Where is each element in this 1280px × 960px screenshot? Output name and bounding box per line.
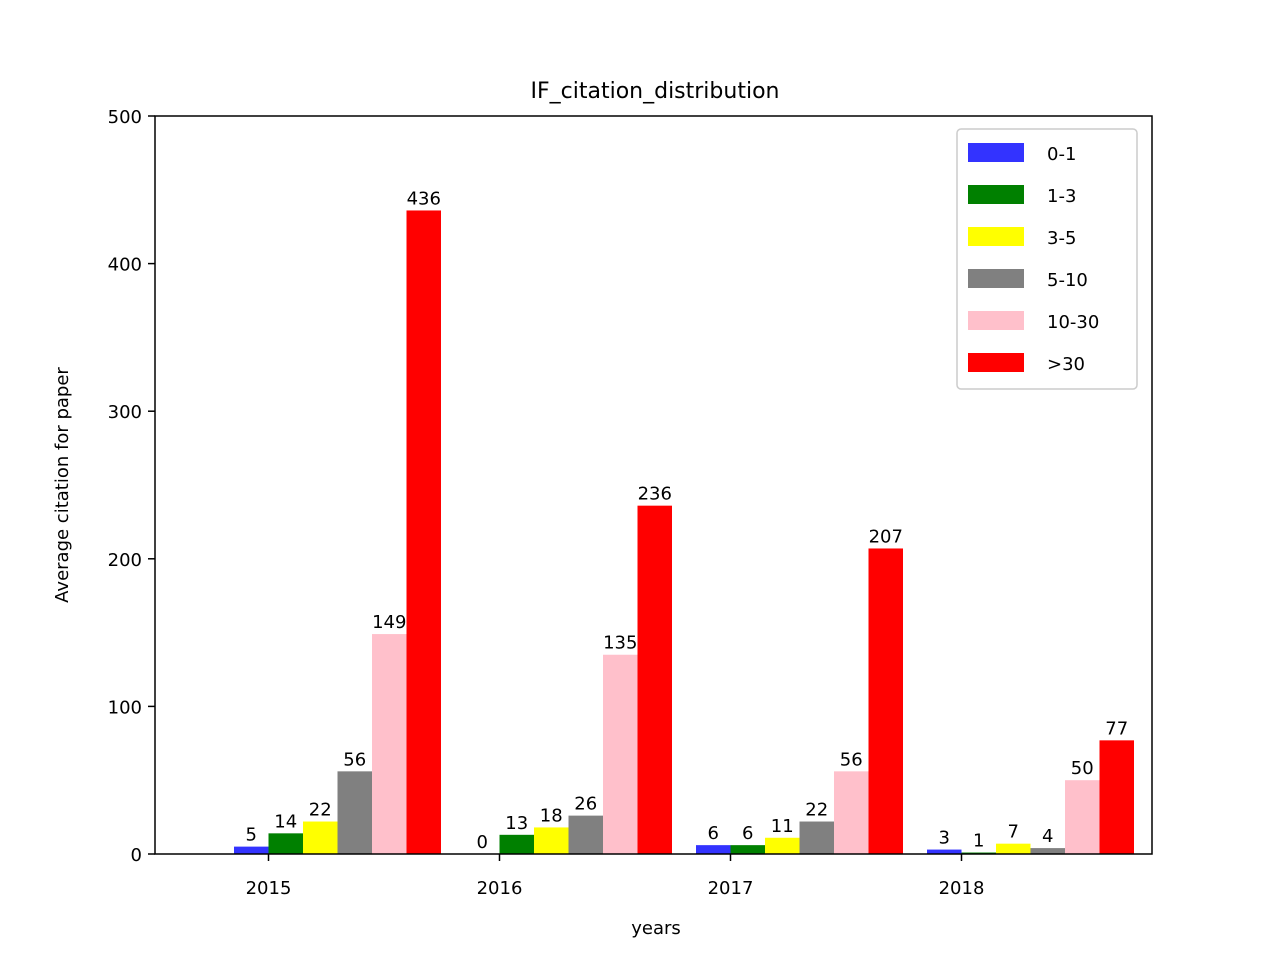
data-label: 22 [309,800,332,821]
data-label: 4 [1042,826,1053,847]
bar-0-1-2017 [696,845,731,854]
bar-5-10-2018 [1031,848,1066,854]
bar-3-5-2017 [765,838,800,854]
bar->30-2015 [407,210,442,854]
legend-swatch [968,143,1024,162]
y-axis-label: Average citation for paper [52,367,73,603]
legend-label: 0-1 [1047,144,1076,165]
bar-3-5-2015 [303,822,338,854]
data-label: 77 [1105,718,1128,739]
bar-10-30-2016 [603,655,638,854]
bar-10-30-2017 [834,771,869,854]
data-label: 236 [638,484,672,505]
bar-0-1-2015 [234,847,269,854]
legend-swatch [968,269,1024,288]
data-label: 6 [742,823,753,844]
data-label: 0 [477,832,488,853]
legend-label: 10-30 [1047,312,1099,333]
data-label: 7 [1008,822,1019,843]
bar-10-30-2015 [372,634,407,854]
y-tick-label: 100 [108,697,142,718]
bar->30-2017 [869,548,904,854]
data-label: 436 [407,188,441,209]
data-label: 26 [574,794,597,815]
bar-3-5-2018 [996,844,1031,854]
x-tick-label: 2017 [708,878,754,899]
bar-5-10-2016 [569,816,604,854]
x-tick-label: 2018 [939,878,985,899]
y-tick-label: 500 [108,107,142,128]
data-label: 50 [1071,758,1094,779]
legend [957,129,1137,389]
data-label: 6 [708,823,719,844]
bar->30-2018 [1100,740,1135,854]
chart-title: IF_citation_distribution [531,79,780,104]
data-label: 135 [603,633,637,654]
data-label: 5 [246,825,257,846]
legend-swatch [968,353,1024,372]
legend-label: 1-3 [1047,186,1076,207]
legend-swatch [968,227,1024,246]
y-tick-label: 300 [108,402,142,423]
legend-swatch [968,311,1024,330]
bar-1-3-2015 [269,833,304,854]
x-tick-label: 2016 [477,878,523,899]
bar-5-10-2015 [338,771,373,854]
data-label: 18 [540,805,563,826]
bar-10-30-2018 [1065,780,1100,854]
data-label: 207 [869,526,903,547]
data-label: 11 [771,816,794,837]
legend-swatch [968,185,1024,204]
data-label: 56 [840,749,863,770]
y-tick-label: 400 [108,255,142,276]
bar-5-10-2017 [800,822,835,854]
bar-1-3-2017 [731,845,766,854]
y-tick-label: 0 [131,845,142,866]
x-tick-label: 2015 [246,878,292,899]
bar->30-2016 [638,506,673,854]
data-label: 13 [505,813,528,834]
legend-label: >30 [1047,354,1085,375]
data-label: 56 [343,749,366,770]
y-tick-label: 200 [108,550,142,571]
legend-label: 3-5 [1047,228,1076,249]
data-label: 3 [939,828,950,849]
bar-3-5-2016 [534,827,569,854]
bar-1-3-2016 [500,835,535,854]
data-label: 14 [274,811,297,832]
data-label: 149 [372,612,406,633]
data-label: 22 [805,800,828,821]
legend-label: 5-10 [1047,270,1088,291]
x-axis-label: years [631,918,681,939]
data-label: 1 [973,831,984,852]
